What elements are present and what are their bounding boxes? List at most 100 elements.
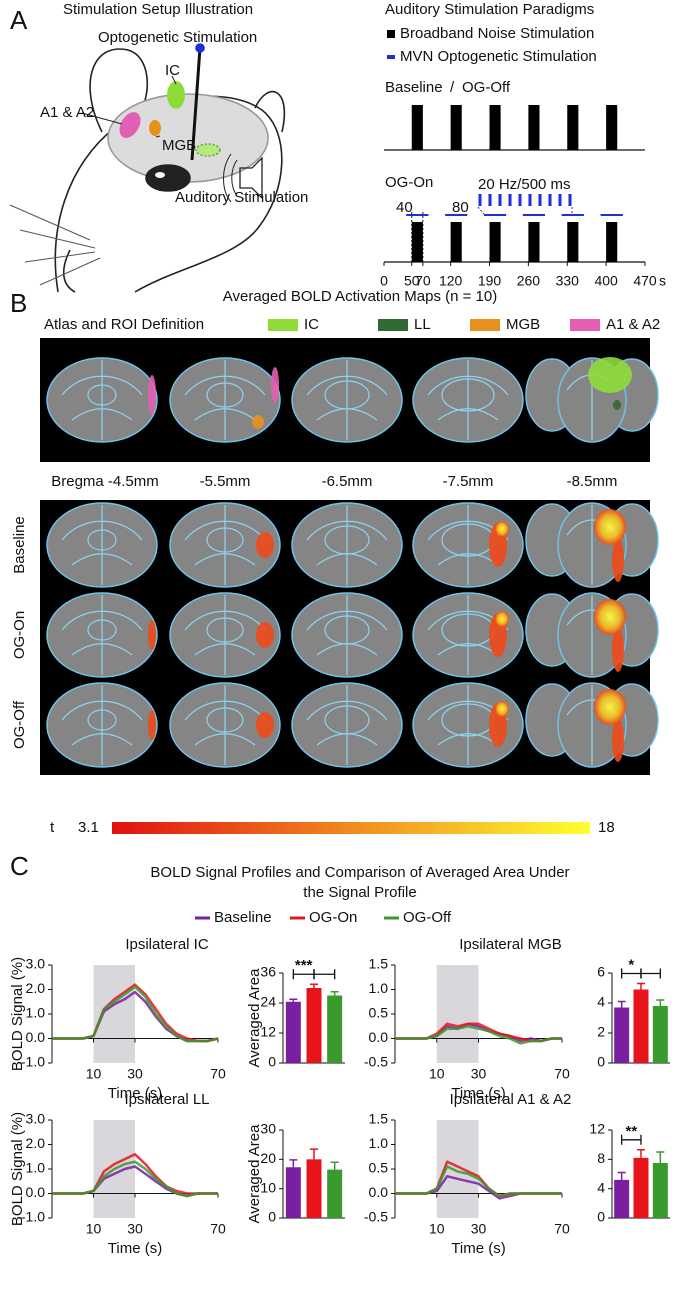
y-tick-label: 30 — [260, 1121, 276, 1137]
y-tick-label: 1.5 — [369, 1111, 389, 1127]
y-tick-label: 0 — [268, 1054, 276, 1070]
error-bar — [617, 1171, 626, 1180]
annotation: A1 & A2 — [40, 104, 94, 121]
activation — [594, 599, 626, 635]
y-tick-label: 2 — [597, 1024, 605, 1040]
noise-block — [489, 222, 501, 262]
colorbar-min: 3.1 — [78, 819, 99, 836]
activation — [612, 718, 624, 762]
brain-section — [525, 502, 659, 588]
activation — [271, 367, 279, 403]
legend-text: IC — [304, 316, 319, 333]
section-contour — [206, 617, 244, 643]
brain-section — [525, 357, 659, 443]
brain-section — [291, 682, 403, 768]
error-bar — [330, 1161, 339, 1170]
x-tick-label: 50 — [404, 273, 420, 289]
y-tick-label: 0.0 — [26, 1029, 46, 1045]
bregma-label: -6.5mm — [322, 473, 373, 490]
chart-title: Ipsilateral LL — [124, 1091, 209, 1108]
noise-block — [411, 105, 423, 150]
bregma-label: Bregma -4.5mm — [51, 473, 159, 490]
window-label: 80 — [452, 199, 469, 216]
condition-label: OG-On — [11, 611, 28, 659]
annotation: Auditory Stimulation — [175, 189, 308, 206]
noise-block — [606, 105, 618, 150]
brain-section — [169, 682, 281, 768]
y-tick-label: 4 — [597, 1179, 605, 1195]
legend-text: MGB — [506, 316, 540, 333]
section-contour — [184, 505, 266, 585]
noise-block — [450, 222, 462, 262]
section-contour — [206, 382, 244, 408]
bar — [614, 1007, 630, 1063]
y-tick-label: 12 — [589, 1121, 605, 1137]
x-tick-label: 30 — [471, 1221, 487, 1237]
y-axis-label: Averaged Area — [246, 968, 263, 1068]
y-axis-label: Averaged Area — [246, 1124, 263, 1224]
annotation: Optogenetic Stimulation — [98, 29, 257, 46]
noise-block — [528, 105, 540, 150]
panel-title: Averaged BOLD Activation Maps (n = 10) — [223, 288, 497, 305]
y-tick-label: 0.0 — [369, 1184, 389, 1200]
x-tick-label: 30 — [471, 1066, 487, 1082]
y-tick-label: 1.0 — [26, 1160, 46, 1176]
annotation: IC — [165, 62, 180, 79]
colorbar-label: t — [50, 819, 55, 836]
y-tick-label: -1.0 — [21, 1054, 45, 1070]
x-tick-label: 70 — [415, 273, 431, 289]
section-contour — [61, 595, 143, 675]
y-tick-label: 4 — [597, 994, 605, 1010]
condition-label: Baseline — [385, 79, 443, 96]
y-tick-label: 12 — [260, 1024, 276, 1040]
section-contour — [184, 360, 266, 440]
noise-block — [450, 105, 462, 150]
y-tick-label: 0.0 — [369, 1029, 389, 1045]
legend-text: OG-On — [309, 909, 357, 926]
y-tick-label: 0 — [268, 1209, 276, 1225]
error-bar — [617, 1000, 626, 1008]
stimulus-window — [436, 965, 479, 1063]
noise-block — [528, 222, 540, 262]
section-contour — [184, 595, 266, 675]
y-tick-label: 0 — [597, 1054, 605, 1070]
error-bar — [310, 1148, 318, 1160]
significance-label: *** — [295, 957, 313, 974]
brain-section — [291, 502, 403, 588]
legend-swatch — [268, 319, 298, 331]
panel-label: B — [10, 288, 27, 318]
x-tick-label: 10 — [429, 1221, 445, 1237]
colorbar — [112, 822, 590, 834]
section-contour — [427, 360, 509, 440]
x-tick-label: 470 — [633, 273, 657, 289]
section-contour — [87, 709, 117, 731]
activation — [594, 509, 626, 545]
noise-block — [489, 105, 501, 150]
bar — [285, 1001, 301, 1063]
activation — [613, 400, 621, 410]
legend-swatch — [378, 319, 408, 331]
y-tick-label: 6 — [597, 964, 605, 980]
x-tick-label: 70 — [210, 1066, 226, 1082]
y-tick-label: 10 — [260, 1179, 276, 1195]
significance-label: ** — [625, 1123, 637, 1140]
x-tick-label: 70 — [554, 1066, 570, 1082]
y-axis-label: BOLD Signal (%) — [9, 957, 26, 1071]
x-tick-label: 0 — [380, 273, 388, 289]
activation — [495, 521, 509, 537]
pulse-label: 20 Hz/500 ms — [478, 176, 571, 193]
significance-bracket — [640, 968, 661, 979]
section-contour — [87, 384, 117, 406]
activation — [495, 611, 509, 627]
y-tick-label: 2.0 — [26, 1135, 46, 1151]
annotation: MGB — [162, 137, 196, 154]
y-tick-label: -1.0 — [21, 1209, 45, 1225]
window-label: 40 — [396, 199, 413, 216]
pulse-zoom — [477, 206, 573, 215]
panel-title: the Signal Profile — [303, 884, 416, 901]
bar — [306, 1159, 322, 1218]
chart-title: Ipsilateral IC — [125, 936, 209, 953]
y-tick-label: 1.0 — [369, 980, 389, 996]
activation — [588, 357, 632, 393]
error-bar — [289, 1159, 298, 1168]
